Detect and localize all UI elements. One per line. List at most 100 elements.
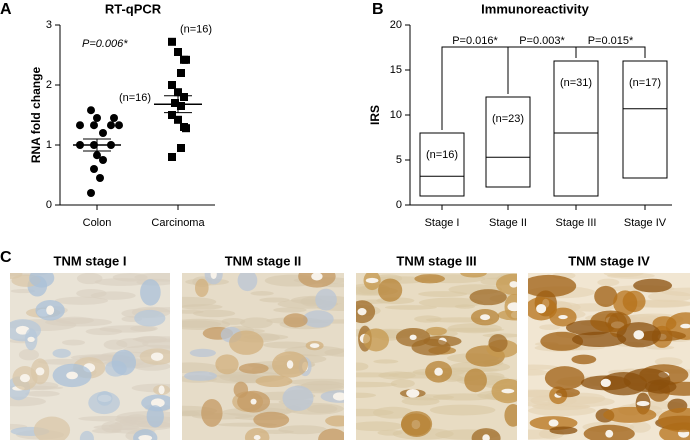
gland [79, 430, 94, 440]
data-point [180, 93, 188, 101]
gland [644, 379, 677, 394]
stroma [603, 273, 644, 278]
gland [238, 363, 269, 374]
stroma [372, 406, 414, 419]
y-tick-label: 10 [390, 109, 402, 121]
gland [460, 273, 487, 278]
data-point [168, 37, 176, 46]
y-tick-label: 1 [46, 139, 52, 151]
p-label: P=0.015* [588, 35, 634, 47]
stroma [103, 339, 128, 350]
lumen [309, 343, 320, 348]
data-point [93, 114, 101, 122]
lumen [406, 388, 420, 398]
gland [540, 331, 584, 351]
gland [549, 426, 578, 435]
annotation: P=0.006* [82, 38, 128, 50]
stroma [182, 304, 223, 310]
lumen [250, 398, 257, 405]
data-point [182, 55, 190, 64]
data-point [93, 151, 101, 160]
stroma [377, 429, 403, 436]
gland [414, 274, 445, 284]
n-label: (n=16) [426, 149, 458, 161]
stroma [654, 357, 683, 367]
data-point [174, 48, 182, 56]
data-point [168, 81, 176, 89]
box [553, 60, 599, 197]
stroma [539, 324, 561, 331]
gland [140, 279, 161, 306]
stroma [429, 404, 496, 416]
lumen [409, 334, 417, 341]
lumen [19, 374, 31, 383]
gland [229, 330, 264, 355]
y-tick-label: 3 [46, 19, 52, 31]
stroma [182, 320, 222, 328]
data-point [90, 121, 98, 130]
stroma [192, 309, 236, 318]
stroma [236, 374, 259, 382]
panel-label: C [0, 249, 12, 266]
x-tick-label: Stage IV [624, 217, 667, 229]
gland [52, 348, 71, 358]
gland [315, 288, 337, 311]
box [622, 60, 668, 179]
stroma [356, 372, 399, 378]
gland [555, 388, 580, 398]
stroma [259, 297, 290, 303]
stroma [418, 297, 484, 308]
stroma [356, 392, 377, 399]
gland [189, 348, 216, 358]
lumen [286, 360, 294, 369]
gland [622, 290, 646, 313]
data-point [96, 174, 104, 182]
image-title: TNM stage II [225, 253, 302, 268]
gland [302, 310, 334, 328]
stroma [597, 278, 620, 287]
y-axis-title: RNA fold change [29, 67, 43, 164]
gland [363, 328, 390, 352]
chart-title: Immunoreactivity [481, 1, 589, 16]
n-label: (n=31) [560, 77, 592, 89]
gland [146, 405, 164, 428]
data-point [87, 106, 95, 115]
gland [201, 398, 223, 427]
gland [134, 309, 166, 327]
gland [184, 371, 218, 381]
chart-title: RT-qPCR [105, 1, 162, 16]
error-bar [164, 95, 192, 114]
lumen [548, 419, 559, 427]
data-point [87, 189, 95, 197]
stroma [629, 421, 651, 433]
stroma [661, 287, 690, 297]
lumen [507, 302, 517, 312]
stroma [76, 288, 107, 298]
p-label: P=0.003* [519, 35, 565, 47]
stroma [99, 325, 156, 333]
lumen [15, 325, 30, 335]
lumen [66, 371, 78, 380]
gland [504, 404, 517, 427]
gland [194, 278, 209, 298]
stroma [25, 390, 60, 397]
lumen [253, 434, 261, 440]
bracket [575, 46, 646, 58]
stroma [221, 317, 246, 325]
n-label: (n=23) [492, 113, 524, 125]
stroma [250, 291, 274, 296]
gland [426, 326, 447, 336]
lumen [434, 367, 443, 376]
data-point [76, 121, 84, 130]
stroma [54, 296, 109, 305]
data-point [177, 69, 185, 77]
x-tick-label: Carcinoma [151, 217, 205, 229]
y-tick-label: 5 [396, 154, 402, 166]
lumen [332, 392, 344, 401]
y-tick-label: 0 [46, 199, 52, 211]
gland [411, 338, 451, 356]
x-tick-label: Colon [83, 217, 112, 229]
gland [594, 285, 618, 307]
lumen [365, 277, 379, 284]
lumen [536, 304, 547, 314]
